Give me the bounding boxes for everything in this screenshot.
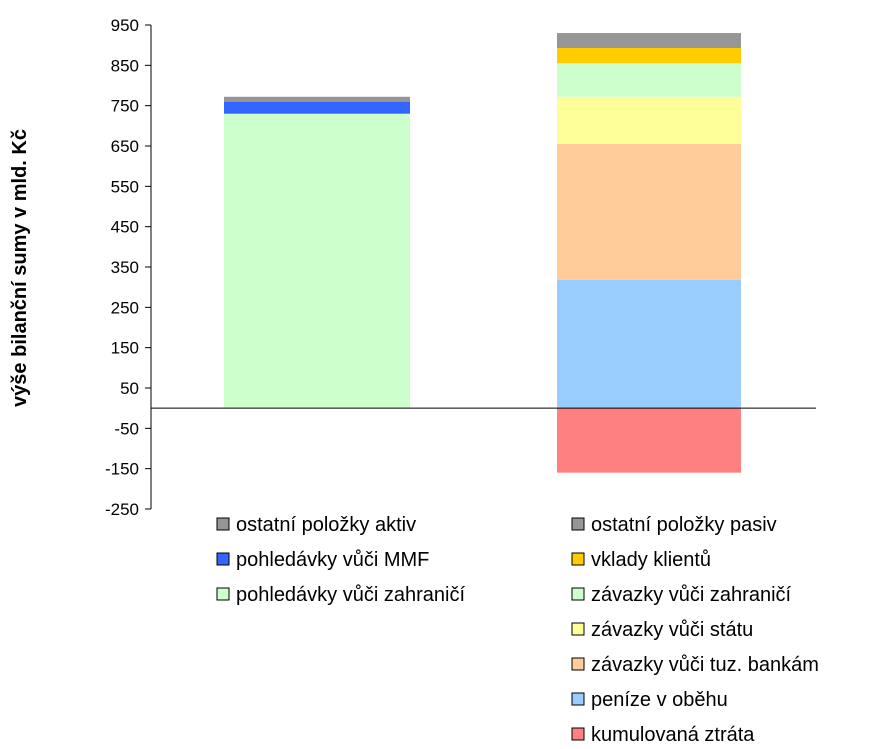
legend-swatch bbox=[216, 517, 230, 531]
y-tick-label: 650 bbox=[111, 137, 139, 156]
y-tick-label: 950 bbox=[111, 16, 139, 35]
y-tick-label: -50 bbox=[114, 419, 139, 438]
y-tick-label: 350 bbox=[111, 258, 139, 277]
legend-swatch bbox=[216, 587, 230, 601]
legend-swatch bbox=[571, 692, 585, 706]
legend-swatch bbox=[571, 657, 585, 671]
y-tick-label: 850 bbox=[111, 56, 139, 75]
y-tick-label: 50 bbox=[120, 379, 139, 398]
legend-entry: závazky vůči státu bbox=[591, 619, 753, 641]
bar-segment bbox=[224, 96, 410, 102]
legend-entry: kumulovaná ztráta bbox=[591, 724, 755, 746]
bar-segment bbox=[557, 96, 741, 144]
bar-segment bbox=[557, 143, 741, 280]
legend-entry: peníze v oběhu bbox=[591, 689, 728, 711]
bar-segment bbox=[557, 408, 741, 473]
legend-swatch bbox=[571, 552, 585, 566]
legend-entry: ostatní položky aktiv bbox=[236, 514, 416, 536]
legend-swatch bbox=[571, 587, 585, 601]
y-tick-label: 250 bbox=[111, 298, 139, 317]
y-tick-label: 150 bbox=[111, 339, 139, 358]
y-tick-label: -250 bbox=[105, 500, 139, 519]
legend-swatch bbox=[571, 622, 585, 636]
y-tick-label: 550 bbox=[111, 177, 139, 196]
legend-entry: ostatní položky pasiv bbox=[591, 514, 777, 536]
y-axis-label: výše bilanční sumy v mld. Kč bbox=[9, 129, 31, 407]
legend-entry: závazky vůči zahraničí bbox=[591, 584, 792, 606]
bar-segment bbox=[557, 63, 741, 97]
bar-segment bbox=[224, 113, 410, 409]
bar-segment bbox=[224, 101, 410, 114]
legend-swatch bbox=[571, 517, 585, 531]
legend-entry: pohledávky vůči MMF bbox=[236, 549, 429, 571]
y-tick-label: 450 bbox=[111, 218, 139, 237]
legend-swatch bbox=[216, 552, 230, 566]
legend-entry: pohledávky vůči zahraničí bbox=[236, 584, 465, 606]
bar-segment bbox=[557, 279, 741, 409]
legend-entry: závazky vůči tuz. bankám bbox=[591, 654, 819, 676]
legend-entry: vklady klientů bbox=[591, 549, 711, 571]
y-tick-label: 750 bbox=[111, 97, 139, 116]
legend-swatch bbox=[571, 727, 585, 741]
bar-segment bbox=[557, 47, 741, 64]
bar-segment bbox=[557, 33, 741, 48]
y-tick-label: -150 bbox=[105, 460, 139, 479]
